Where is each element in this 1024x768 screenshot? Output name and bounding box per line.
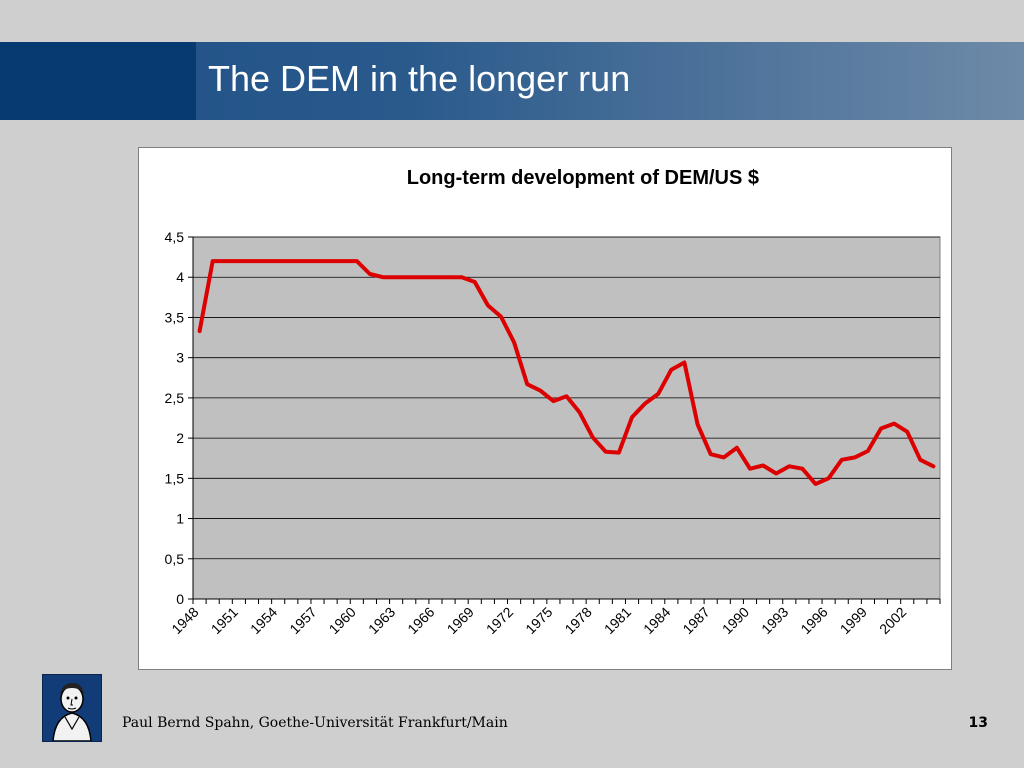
x-tick-label: 1978 [561,604,594,637]
x-tick-label: 1948 [168,604,201,637]
x-tick-label: 1984 [640,604,673,637]
y-tick-label: 0 [176,591,184,607]
y-tick-label: 2,5 [165,390,185,406]
y-axis: 0 0,5 1 1,5 2 2,5 3 3,5 4 4,5 [165,229,194,607]
series-group [197,259,936,486]
y-tick-label: 4 [176,269,184,285]
y-tick-label: 1 [176,511,184,527]
y-tick-label: 2 [176,430,184,446]
x-tick-label: 1972 [483,604,516,637]
x-tick-label: 1960 [326,604,359,637]
x-tick-label: 1990 [719,604,752,637]
plot-area [192,236,941,600]
x-tick-label: 1987 [679,604,712,637]
x-tick-label: 1999 [837,604,870,637]
gridlines [193,236,940,560]
footer-author: Paul Bernd Spahn, Goethe-Universität Fra… [122,715,508,731]
x-tick-label: 1954 [247,604,280,637]
y-tick-label: 1,5 [165,470,185,486]
y-tick-label: 3 [176,350,184,366]
x-tick-label: 1975 [522,604,555,637]
x-tick-label: 1951 [208,604,241,637]
x-tick-label: 1963 [365,604,398,637]
x-tick-label: 1981 [601,604,634,637]
slide-title: The DEM in the longer run [208,58,631,99]
line-chart: 00,511,522,533,544,5 1948 1951 1954 1957 196… [165,229,941,637]
y-tick-label: 4,5 [165,229,185,245]
chart-container: Long-term development of DEM/US $ 0 0,5 1 1… [138,147,952,670]
title-bar-accent [0,42,196,120]
series-line [197,259,936,486]
x-axis: 1948 1951 1954 1957 1960 1963 1966 1969 1972 1975… [168,598,941,637]
x-tick-label: 1996 [797,604,830,637]
goethe-portrait-icon [42,674,102,742]
x-tick-label: 1993 [758,604,791,637]
x-tick-label: 2002 [876,604,909,637]
y-tick-label: 0,5 [165,551,185,567]
y-tick-label: 3,5 [165,309,185,325]
x-tick-label: 1966 [404,604,437,637]
x-tick-label: 1969 [444,604,477,637]
x-tick-label: 1957 [286,604,319,637]
chart-title: Long-term development of DEM/US $ [406,167,759,189]
page-number: 13 [968,715,988,731]
